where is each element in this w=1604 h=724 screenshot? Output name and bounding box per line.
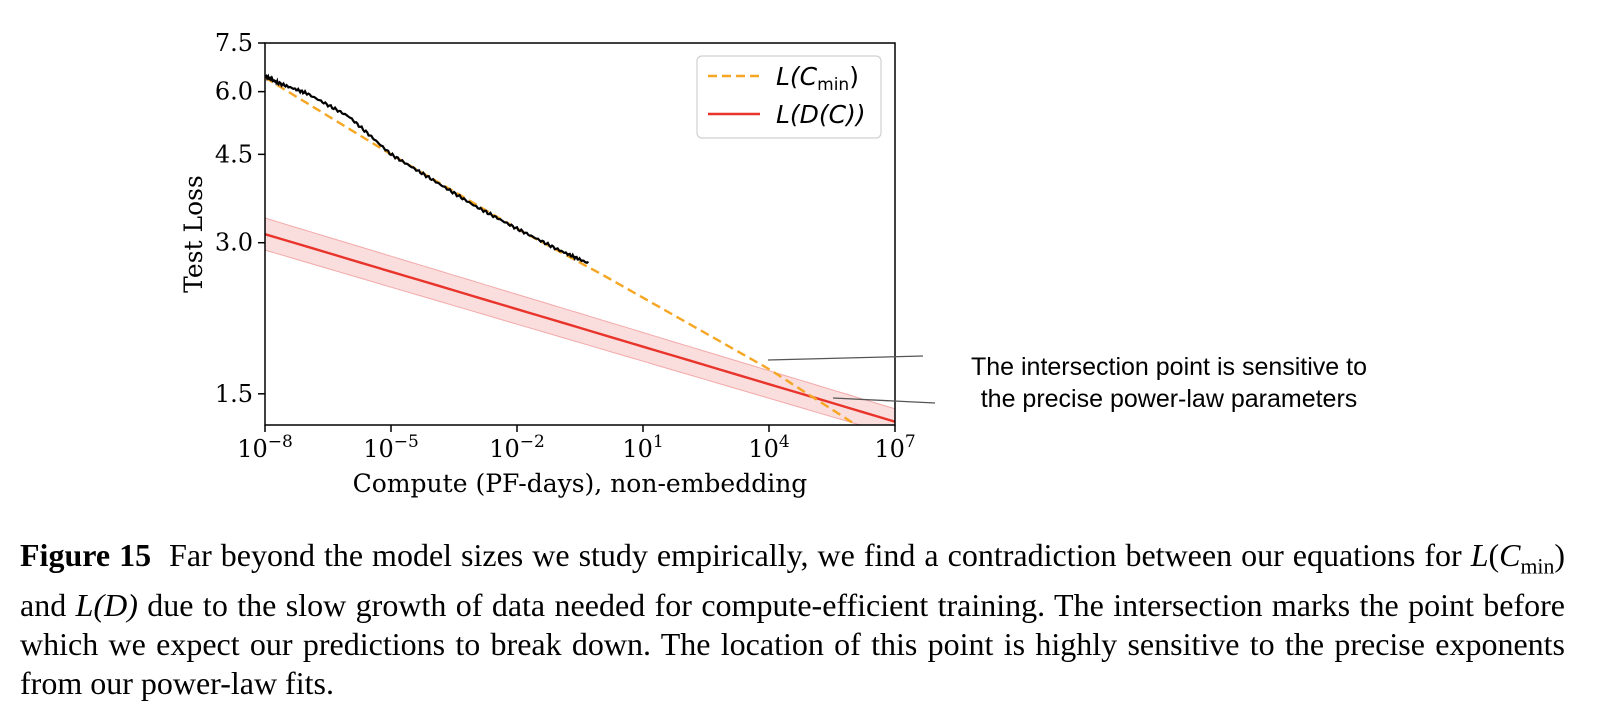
legend-l-cmin-close: ) bbox=[849, 62, 859, 91]
x-tick-label: 10−8 bbox=[237, 432, 293, 463]
annotation-line-1: The intersection point is sensitive to bbox=[971, 353, 1367, 381]
x-tick-base: 10 bbox=[622, 435, 653, 463]
legend-l-cmin-sub: min bbox=[817, 75, 849, 95]
annotation-pointer-lower bbox=[832, 397, 936, 404]
series-l-dc-line bbox=[265, 233, 895, 423]
annotation-pointer-upper bbox=[767, 355, 924, 361]
x-tick-base: 10 bbox=[874, 435, 905, 463]
caption-math-open: ( bbox=[1488, 537, 1500, 573]
legend-label-l-cmin: L(Cmin) bbox=[776, 62, 859, 95]
y-tick-label: 1.5 bbox=[215, 380, 253, 408]
caption-math-sub: min bbox=[1520, 554, 1555, 579]
y-tick-label: 6.0 bbox=[215, 78, 253, 106]
x-tick-label: 10−2 bbox=[489, 432, 545, 463]
caption-part-1: Far beyond the model sizes we study empi… bbox=[169, 537, 1471, 573]
x-tick-exponent: −5 bbox=[394, 432, 419, 452]
caption-math-l: L bbox=[1470, 537, 1489, 573]
x-tick-label: 104 bbox=[748, 432, 789, 463]
caption-math-ld: L(D) bbox=[75, 587, 138, 624]
caption-math-c: C bbox=[1499, 537, 1521, 573]
y-tick-label: 4.5 bbox=[215, 140, 253, 168]
y-axis-ticks: 1.5 3.0 4.5 6.0 7.5 bbox=[215, 29, 265, 408]
y-tick-label: 7.5 bbox=[215, 29, 253, 57]
x-tick-exponent: −2 bbox=[520, 432, 545, 452]
x-tick-base: 10 bbox=[748, 435, 779, 463]
data-layer bbox=[265, 73, 895, 425]
figure-label: Figure 15 bbox=[20, 537, 152, 573]
caption-part-2: and bbox=[20, 587, 76, 624]
legend-l-cmin-main: L(C bbox=[776, 62, 818, 91]
x-axis-ticks: 10−8 10−5 10−2 101 104 107 bbox=[237, 425, 916, 463]
series-l-dc-uncertainty-band bbox=[265, 217, 895, 425]
y-tick-label: 3.0 bbox=[215, 229, 253, 257]
legend: L(Cmin) L(D(C)) bbox=[696, 55, 882, 139]
x-tick-exponent: 7 bbox=[905, 432, 916, 452]
x-tick-exponent: 4 bbox=[779, 432, 790, 452]
figure-chart: 10−8 10−5 10−2 101 104 107 1.53.04.56.07.5 Co… bbox=[179, 29, 1367, 498]
caption-part-3: due to the slow growth of data needed fo… bbox=[20, 587, 1566, 702]
y-axis-label: Test Loss bbox=[179, 175, 208, 293]
x-tick-base: 10 bbox=[237, 435, 268, 463]
axes-frame bbox=[264, 42, 896, 426]
x-tick-label: 107 bbox=[874, 432, 915, 463]
x-tick-label: 101 bbox=[622, 432, 663, 463]
figure-caption: Figure 15 Far beyond the model sizes we s… bbox=[20, 536, 1565, 703]
x-tick-base: 10 bbox=[489, 435, 520, 463]
x-axis-label: Compute (PF-days), non-embedding bbox=[353, 469, 808, 498]
x-tick-exponent: 1 bbox=[653, 432, 664, 452]
legend-label-l-dc: L(D(C)) bbox=[776, 100, 866, 129]
caption-math-close: ) bbox=[1554, 537, 1566, 573]
annotation-line-2: the precise power-law parameters bbox=[981, 385, 1358, 413]
series-empirical-curve bbox=[265, 73, 590, 264]
x-tick-label: 10−5 bbox=[363, 432, 419, 463]
x-tick-exponent: −8 bbox=[268, 432, 293, 452]
x-tick-base: 10 bbox=[363, 435, 394, 463]
